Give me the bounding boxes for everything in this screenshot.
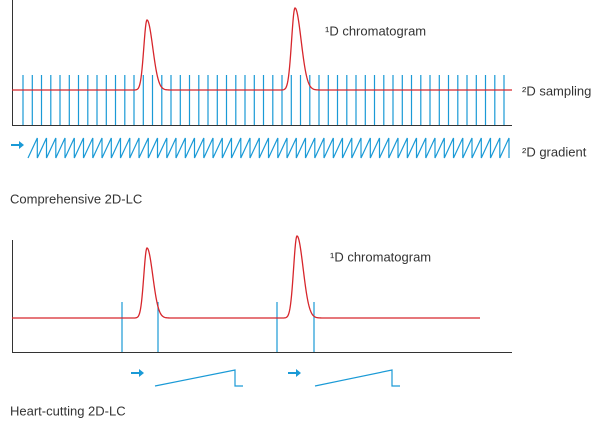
cut-lines	[121, 302, 315, 352]
caption: Heart-cutting 2D-LC	[10, 403, 126, 418]
chromatogram-label: ¹D chromatogram	[330, 249, 431, 264]
start-arrow	[288, 364, 301, 377]
gradient-sawtooth	[27, 137, 510, 159]
axes	[12, 0, 512, 126]
gradient-label: ²D gradient	[522, 144, 587, 159]
chromatogram	[12, 235, 480, 319]
axes	[12, 240, 512, 353]
gradient	[154, 369, 243, 387]
heart-cutting-panel: ¹D chromatogram Heart-cutting 2D-LC	[10, 235, 512, 418]
sampling-label: ²D sampling	[522, 83, 591, 98]
caption: Comprehensive 2D-LC	[10, 191, 142, 206]
gradient	[314, 369, 400, 387]
chromatogram-label: ¹D chromatogram	[325, 23, 426, 38]
start-arrow	[11, 136, 24, 149]
comprehensive-panel: ¹D chromatogram ²D sampling ²D gradient …	[10, 0, 591, 206]
start-arrow	[131, 364, 144, 377]
sampling-lines	[22, 75, 505, 125]
chromatogram	[12, 7, 512, 91]
